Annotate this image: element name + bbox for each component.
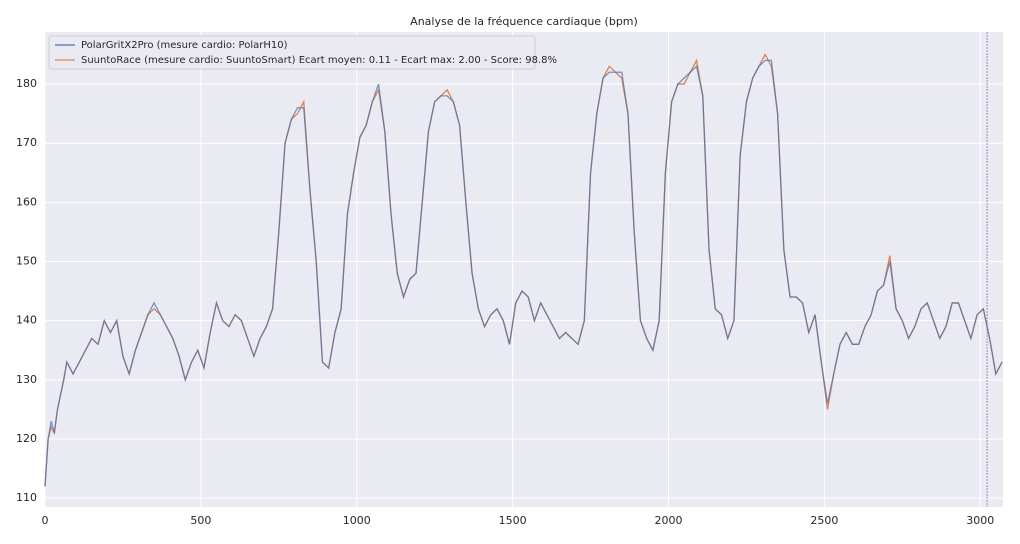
chart-title: Analyse de la fréquence cardiaque (bpm) [410, 15, 638, 28]
x-tick-label: 1500 [499, 514, 527, 527]
y-tick-label: 180 [16, 77, 37, 90]
x-tick-label: 3000 [966, 514, 994, 527]
y-tick-label: 160 [16, 195, 37, 208]
y-tick-label: 110 [16, 491, 37, 504]
x-tick-label: 1000 [343, 514, 371, 527]
plot-area [45, 32, 1003, 507]
legend-label: SuuntoRace (mesure cardio: SuuntoSmart) … [81, 55, 557, 66]
y-tick-label: 150 [16, 255, 37, 268]
x-tick-label: 2500 [810, 514, 838, 527]
y-tick-label: 130 [16, 373, 37, 386]
y-tick-label: 170 [16, 136, 37, 149]
y-tick-label: 140 [16, 314, 37, 327]
x-tick-label: 500 [190, 514, 211, 527]
legend-box [48, 35, 536, 70]
series-line [44, 59, 1003, 487]
x-tick-label: 2000 [654, 514, 682, 527]
y-tick-label: 120 [16, 432, 37, 445]
legend-label: PolarGritX2Pro (mesure cardio: PolarH10) [81, 40, 288, 51]
x-tick-label: 0 [42, 514, 49, 527]
